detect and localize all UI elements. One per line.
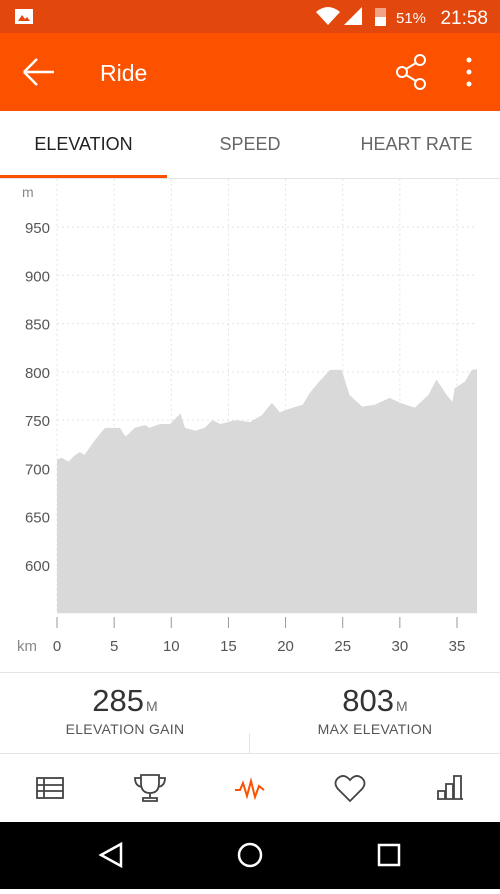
app-title: Ride	[100, 60, 147, 86]
stat-value: 803	[342, 683, 395, 718]
x-tick-label: 30	[392, 638, 409, 655]
nav-icons	[36, 774, 463, 803]
app-bar-icons: Ride	[23, 54, 472, 90]
back-button[interactable]	[23, 58, 54, 86]
status-bar: 51% 21:58	[0, 0, 500, 33]
elevation-area	[57, 368, 477, 614]
battery-level	[375, 17, 386, 26]
x-tick-label: 35	[449, 638, 466, 655]
divider	[249, 733, 250, 753]
x-unit-label: km	[17, 638, 37, 655]
stat-unit: M	[396, 698, 408, 714]
app-bar: Ride	[0, 33, 500, 111]
x-tick-label: 10	[163, 638, 180, 655]
y-unit-label: m	[22, 184, 34, 200]
x-tick-label: 0	[53, 638, 61, 655]
stat-unit: M	[146, 698, 158, 714]
share-button[interactable]	[396, 54, 426, 90]
y-tick-label: 600	[25, 558, 50, 575]
y-tick-label: 650	[25, 510, 50, 527]
nav-heart[interactable]	[334, 775, 366, 803]
tab-bar: ELEVATION SPEED HEART RATE	[0, 111, 500, 179]
stat-label: ELEVATION GAIN	[65, 721, 185, 737]
nav-trophy[interactable]	[134, 774, 166, 802]
nav-stats[interactable]	[437, 775, 463, 800]
stat: 285 M ELEVATION GAIN	[0, 683, 250, 737]
x-tick-label: 20	[277, 638, 294, 655]
y-tick-label: 950	[25, 220, 50, 237]
recent-key[interactable]	[377, 843, 401, 867]
nav-analysis[interactable]	[235, 777, 265, 801]
tab[interactable]: SPEED	[219, 134, 281, 154]
bottom-nav	[0, 753, 500, 822]
stats-panel: 285 M ELEVATION GAIN 803 M MAX ELEVATION	[0, 672, 500, 754]
y-tick-label: 750	[25, 413, 50, 430]
x-tick-label: 5	[110, 638, 118, 655]
tab-indicator	[0, 175, 167, 178]
gallery-glyph	[18, 15, 30, 21]
battery-text: 51%	[396, 10, 426, 27]
y-tick-label: 700	[25, 461, 50, 478]
x-tick-label: 15	[220, 638, 237, 655]
wifi-icon	[316, 7, 340, 25]
system-nav	[0, 822, 500, 889]
y-tick-label: 900	[25, 268, 50, 285]
home-key[interactable]	[237, 842, 263, 868]
x-tick-label: 25	[334, 638, 351, 655]
clock: 21:58	[440, 8, 488, 29]
signal-icon	[344, 7, 362, 25]
status-icons: 51% 21:58	[15, 7, 488, 29]
system-buttons	[98, 841, 401, 869]
nav-list[interactable]	[36, 777, 64, 799]
y-tick-label: 850	[25, 317, 50, 334]
y-tick-label: 800	[25, 365, 50, 382]
stat-label: MAX ELEVATION	[317, 721, 433, 737]
tab[interactable]: HEART RATE	[360, 134, 473, 154]
tab[interactable]: ELEVATION	[34, 134, 133, 154]
back-key[interactable]	[98, 841, 123, 869]
stat-value: 285	[92, 683, 145, 718]
stat: 803 M MAX ELEVATION	[250, 683, 500, 737]
menu-button[interactable]	[466, 57, 472, 87]
elevation-chart: m km 600 650 700 750 800 850 900 950 0 5 10 15 20 25 3…	[17, 178, 477, 655]
